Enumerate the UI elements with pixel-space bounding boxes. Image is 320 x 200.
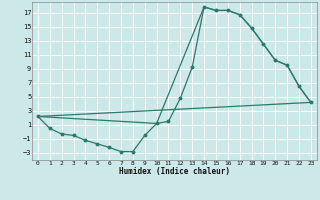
X-axis label: Humidex (Indice chaleur): Humidex (Indice chaleur) <box>119 167 230 176</box>
